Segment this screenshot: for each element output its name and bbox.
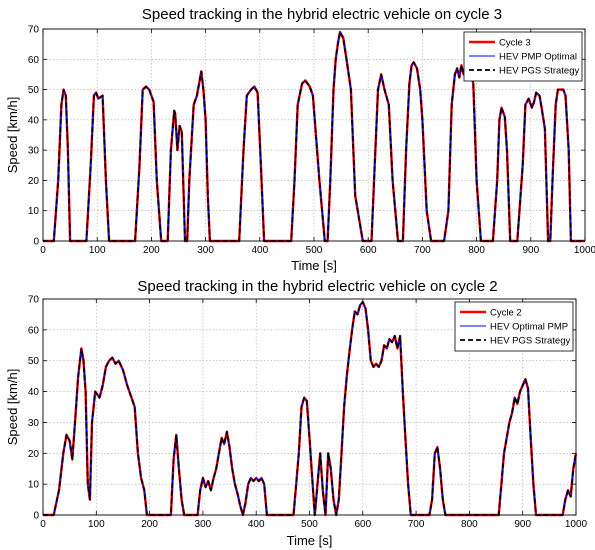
y-tick-label: 20	[28, 176, 40, 187]
x-tick-label: 600	[354, 519, 371, 530]
x-tick-label: 100	[88, 519, 105, 530]
x-tick-label: 1000	[574, 245, 595, 256]
x-tick-label: 1000	[565, 519, 588, 530]
chart-panel-1: 0 100 200 300 400 500 600 700 800 900 1000 0 10 20 30 4…	[5, 6, 595, 273]
legend: Cycle 2 HEV Optimal PMP HEV PGS Strategy	[454, 301, 574, 352]
y-tick-label: 60	[28, 325, 40, 336]
x-tick-label: 300	[195, 519, 212, 530]
y-tick-label: 0	[33, 511, 39, 522]
y-tick-label: 30	[28, 418, 40, 429]
y-tick-label: 70	[28, 25, 40, 36]
x-tick-label: 900	[522, 245, 539, 256]
x-axis-label: Time [s]	[287, 533, 333, 548]
x-tick-label: 900	[514, 519, 531, 530]
y-tick-label: 30	[28, 146, 40, 157]
y-tick-label: 60	[28, 55, 40, 66]
x-tick-label: 200	[143, 245, 160, 256]
x-tick-label: 700	[408, 519, 425, 530]
y-tick-label: 20	[28, 449, 40, 460]
x-tick-label: 400	[251, 245, 268, 256]
y-tick-label: 50	[28, 356, 40, 367]
x-tick-label: 800	[468, 245, 485, 256]
legend-label-3: HEV PGS Strategy	[490, 336, 571, 347]
x-tick-label: 400	[248, 519, 265, 530]
series-line-3	[43, 31, 585, 242]
chart-title: Speed tracking in the hybrid electric ve…	[142, 6, 502, 23]
x-tick-label: 600	[360, 245, 377, 256]
x-tick-label: 800	[461, 519, 478, 530]
legend: Cycle 3 HEV PMP Optimal HEV PGS Strategy	[463, 31, 583, 82]
y-tick-label: 10	[28, 480, 40, 491]
x-tick-label: 100	[89, 245, 106, 256]
y-axis-label: Speed [km/h]	[5, 369, 20, 446]
chart-title: Speed tracking in the hybrid electric ve…	[137, 278, 497, 295]
y-tick-label: 40	[28, 387, 40, 398]
legend-label-3: HEV PGS Strategy	[499, 66, 580, 77]
y-tick-label: 40	[28, 115, 40, 126]
legend-label-1: Cycle 2	[490, 308, 522, 319]
y-axis-label: Speed [km/h]	[5, 97, 20, 174]
chart-panel-2: 0 100 200 300 400 500 600 700 800 900 1000 0 10 20 30 4…	[5, 278, 588, 548]
legend-label-1: Cycle 3	[499, 38, 531, 49]
legend-label-2: HEV Optimal PMP	[490, 322, 568, 333]
y-tick-label: 50	[28, 85, 40, 96]
x-tick-label: 0	[40, 245, 46, 256]
legend-label-2: HEV PMP Optimal	[499, 52, 577, 63]
x-tick-label: 200	[141, 519, 158, 530]
y-tick-label: 70	[28, 295, 40, 306]
x-tick-label: 0	[40, 519, 46, 530]
y-tick-label: 10	[28, 206, 40, 217]
x-tick-label: 300	[197, 245, 214, 256]
x-tick-label: 500	[301, 519, 318, 530]
x-axis-label: Time [s]	[291, 258, 337, 273]
x-tick-label: 700	[414, 245, 431, 256]
x-tick-label: 500	[306, 245, 323, 256]
y-tick-label: 0	[33, 237, 39, 248]
